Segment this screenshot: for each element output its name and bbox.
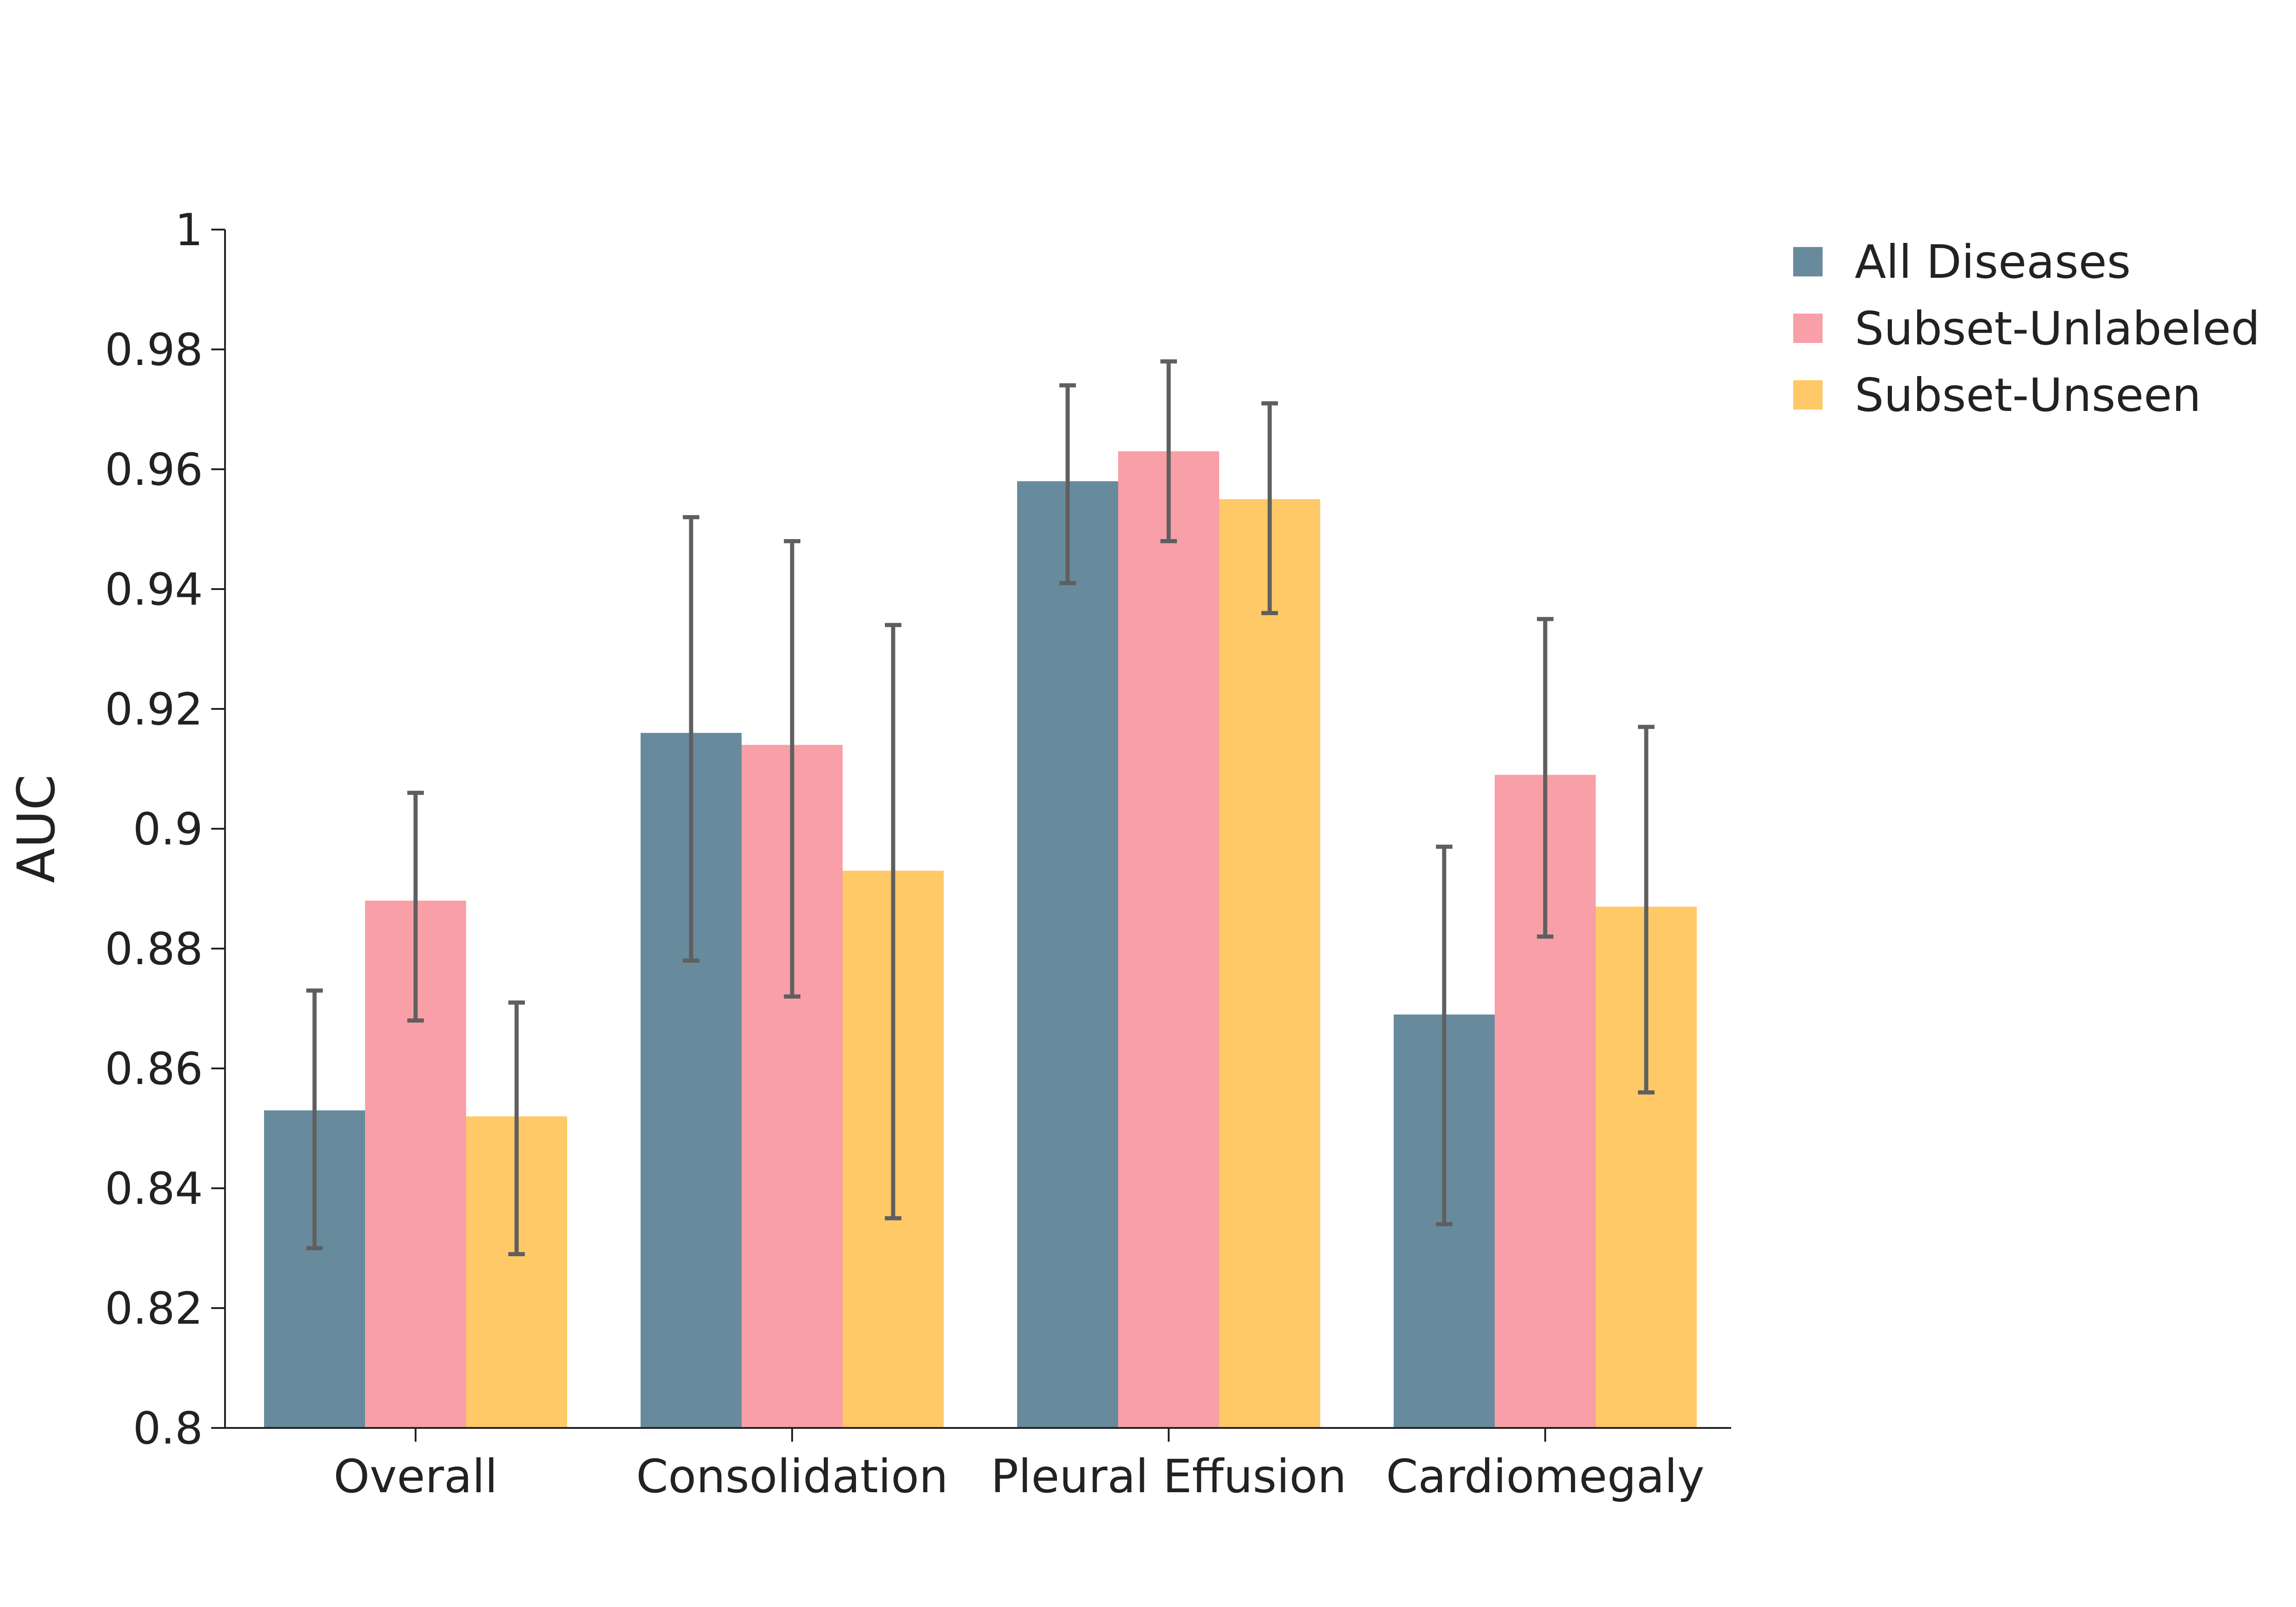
error-bar-all-diseases-overall [306, 988, 323, 1250]
y-tick-label: 0.92 [105, 684, 203, 735]
y-tick-label: 0.8 [133, 1403, 203, 1454]
y-ticks-layer: 0.8 0.82 0.84 0.86 0.88 0.9 0.92 0.94 0.96 0.98 1 [105, 204, 225, 1454]
error-bar-subset-unseen-overall [508, 1000, 525, 1257]
y-tick-label: 0.88 [105, 923, 203, 975]
y-tick-label: 1 [175, 204, 203, 256]
y-tick-label: 0.82 [105, 1283, 203, 1334]
bar-subset-unseen-pleural-effusion [1219, 499, 1320, 1428]
legend-swatch-subset-unlabeled [1793, 314, 1823, 343]
y-tick-label: 0.9 [133, 804, 203, 855]
error-bars-layer [306, 359, 1654, 1257]
y-tick-label: 0.96 [105, 444, 203, 495]
x-tick-label-overall: Overall [333, 1450, 497, 1503]
bar-all-diseases-pleural-effusion [1017, 481, 1118, 1428]
y-tick-label: 0.98 [105, 324, 203, 376]
bar-subset-unlabeled-pleural-effusion [1118, 451, 1219, 1428]
error-bar-all-diseases-cardiomegaly [1436, 844, 1452, 1226]
error-bar-all-diseases-consolidation [683, 515, 699, 963]
y-axis-label: AUC [7, 775, 67, 883]
error-bar-subset-unseen-consolidation [885, 623, 901, 1220]
bars-layer [264, 451, 1697, 1428]
legend-label-subset-unseen: Subset-Unseen [1855, 368, 2201, 422]
error-bar-all-diseases-pleural-effusion [1059, 383, 1076, 585]
error-bar-subset-unseen-cardiomegaly [1638, 725, 1654, 1095]
x-ticks-layer: Overall Consolidation Pleural Effusion Card… [333, 1428, 1705, 1503]
legend: All Diseases Subset-Unlabeled Subset-Unsee… [1793, 235, 2260, 422]
error-bar-subset-unlabeled-consolidation [784, 539, 800, 999]
legend-label-subset-unlabeled: Subset-Unlabeled [1855, 302, 2260, 355]
y-tick-label: 0.94 [105, 564, 203, 615]
legend-swatch-subset-unseen [1793, 380, 1823, 410]
error-bar-subset-unlabeled-cardiomegaly [1537, 617, 1553, 939]
error-bar-subset-unlabeled-overall [407, 791, 424, 1023]
y-tick-label: 0.84 [105, 1163, 203, 1214]
error-bar-subset-unseen-pleural-effusion [1261, 401, 1278, 615]
x-tick-label-consolidation: Consolidation [636, 1450, 948, 1503]
legend-label-all-diseases: All Diseases [1855, 235, 2131, 289]
y-tick-label: 0.86 [105, 1043, 203, 1095]
x-tick-label-pleural-effusion: Pleural Effusion [991, 1450, 1347, 1503]
legend-swatch-all-diseases [1793, 247, 1823, 276]
x-tick-label-cardiomegaly: Cardiomegaly [1386, 1450, 1705, 1503]
error-bar-subset-unlabeled-pleural-effusion [1160, 359, 1177, 544]
